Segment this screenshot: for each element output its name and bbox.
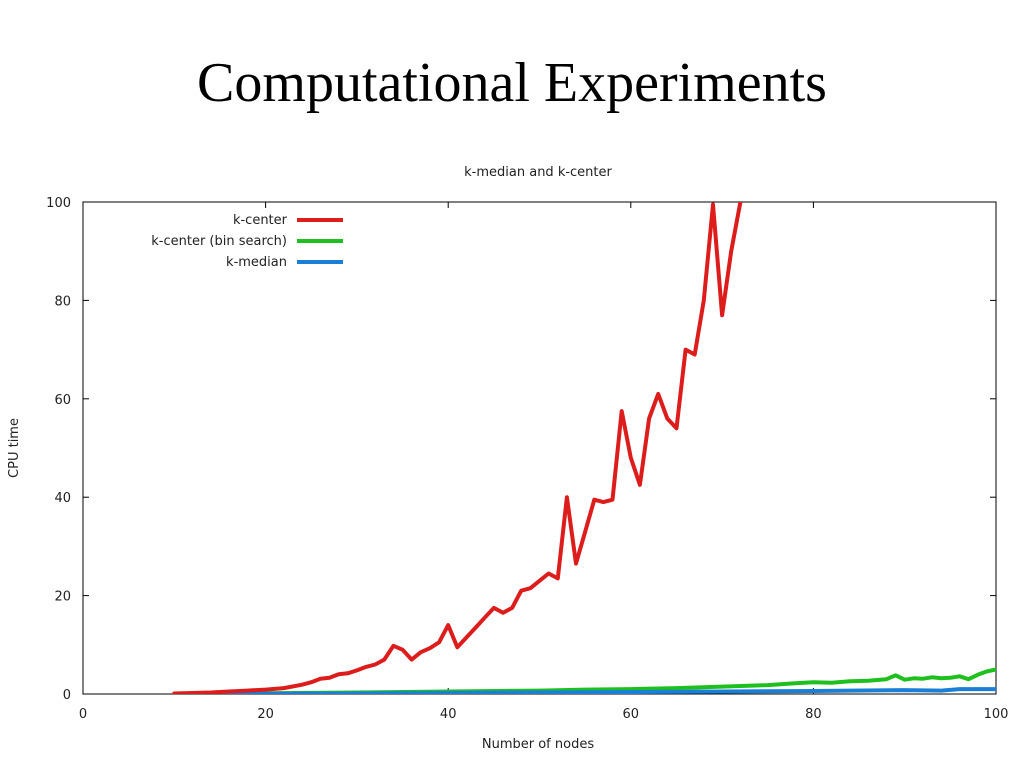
- y-tick-label: 80: [54, 294, 71, 309]
- y-tick-label: 100: [46, 196, 71, 211]
- x-tick-label: 60: [623, 707, 640, 722]
- slide-title: Computational Experiments: [197, 52, 827, 114]
- x-tick-label: 80: [805, 707, 822, 722]
- chart-title: k-median and k-center: [464, 165, 612, 180]
- y-tick-label: 60: [54, 393, 71, 408]
- ticks-layer: 0 20 40 60 80 100 0 20 40 60 80 100: [46, 196, 1008, 722]
- series-layer: [172, 202, 996, 694]
- y-tick-label: 20: [54, 590, 71, 605]
- y-tick-label: 0: [63, 688, 71, 703]
- series-line-k-median: [172, 687, 996, 694]
- x-tick-label: 0: [79, 707, 87, 722]
- y-tick-label: 40: [54, 491, 71, 506]
- plot-frame: [82, 201, 997, 695]
- legend-label: k-center: [233, 213, 288, 228]
- x-tick-label: 40: [440, 707, 457, 722]
- x-tick-label: 20: [257, 707, 274, 722]
- line-chart: k-median and k-center 0 20 40 60 80 100 0 20 40 6…: [7, 165, 1008, 752]
- series-line-k-center: [172, 202, 743, 694]
- x-tick-label: 100: [984, 707, 1009, 722]
- y-axis-label: CPU time: [7, 418, 22, 478]
- legend: k-center k-center (bin search) k-median: [151, 213, 343, 270]
- series-line-k-center-bin-search: [172, 667, 996, 694]
- legend-label: k-median: [226, 255, 287, 270]
- x-axis-label: Number of nodes: [482, 737, 594, 752]
- legend-label: k-center (bin search): [151, 234, 287, 249]
